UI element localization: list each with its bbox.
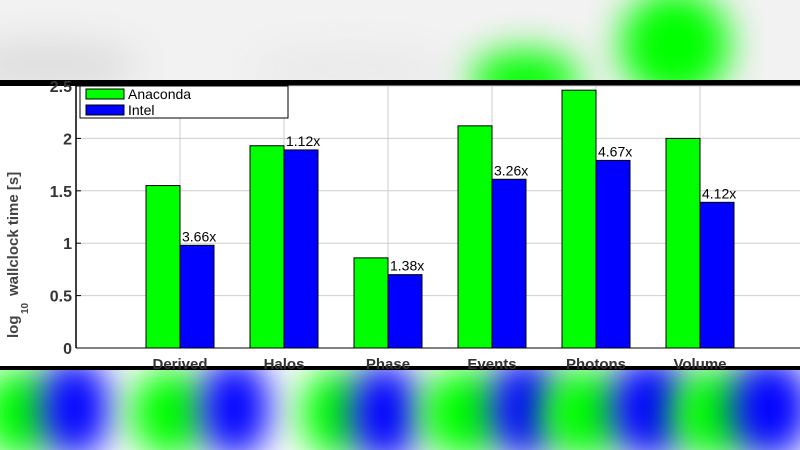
bar-intel-photons xyxy=(595,159,631,349)
x-tick-label-volume: Volume xyxy=(673,356,726,373)
bar-anaconda-volume xyxy=(665,137,701,349)
legend: Anaconda Intel xyxy=(79,85,289,119)
bar-intel-derived xyxy=(179,244,215,349)
y-tick-label: 2 xyxy=(63,131,72,148)
bar-anaconda-photons xyxy=(561,89,597,349)
blurred-background-top xyxy=(0,0,800,82)
bar-anaconda-events xyxy=(457,125,493,349)
speedup-label-derived: 3.66x xyxy=(182,228,216,244)
background-blur-blob xyxy=(40,368,110,450)
legend-swatch-intel xyxy=(85,104,125,116)
x-tick-label-halos: Halos xyxy=(264,356,305,373)
x-tick-label-phase: Phase xyxy=(366,356,410,373)
y-tick-label: 1.5 xyxy=(50,184,72,201)
bar-intel-volume xyxy=(699,201,735,349)
legend-label-anaconda: Anaconda xyxy=(128,86,191,102)
background-blur-blob xyxy=(130,368,210,450)
x-tick-label-events: Events xyxy=(467,356,516,373)
background-blur-blob xyxy=(250,50,450,82)
y-axis-label: log 10 wallclock time [s] xyxy=(5,172,31,338)
background-blur-blob xyxy=(730,368,800,450)
y-tick-label: 0.5 xyxy=(50,289,72,306)
background-blur-blob xyxy=(200,368,270,450)
speedup-label-photons: 4.67x xyxy=(598,143,632,159)
y-tick-label: 0 xyxy=(63,341,72,358)
speedup-label-phase: 1.38x xyxy=(390,258,424,274)
legend-label-intel: Intel xyxy=(128,102,154,118)
bar-intel-events xyxy=(491,178,527,349)
y-tick-label: 1 xyxy=(63,236,72,253)
y-axis-label-base: 10 xyxy=(20,302,31,314)
y-tick-label: 2.5 xyxy=(50,79,72,96)
background-blur-blob xyxy=(350,368,420,450)
speedup-label-volume: 4.12x xyxy=(702,185,736,201)
y-axis-label-main: wallclock time [s] xyxy=(5,172,22,297)
speedup-label-events: 3.26x xyxy=(494,162,528,178)
chart-frame-bottom-edge xyxy=(0,366,800,370)
bar-anaconda-phase xyxy=(353,257,389,349)
x-tick-label-derived: Derived xyxy=(152,356,207,373)
bar-intel-halos xyxy=(283,149,319,349)
x-tick-label-photons: Photons xyxy=(566,356,626,373)
chart-frame-top-edge xyxy=(0,80,800,86)
bar-intel-phase xyxy=(387,274,423,349)
bar-anaconda-halos xyxy=(249,145,285,349)
legend-swatch-anaconda xyxy=(85,88,125,100)
speedup-label-halos: 1.12x xyxy=(286,133,320,149)
bar-anaconda-derived xyxy=(145,185,181,349)
y-axis-label-log: log xyxy=(5,316,22,339)
blurred-background-bottom xyxy=(0,368,800,450)
background-blur-blob xyxy=(620,0,730,82)
